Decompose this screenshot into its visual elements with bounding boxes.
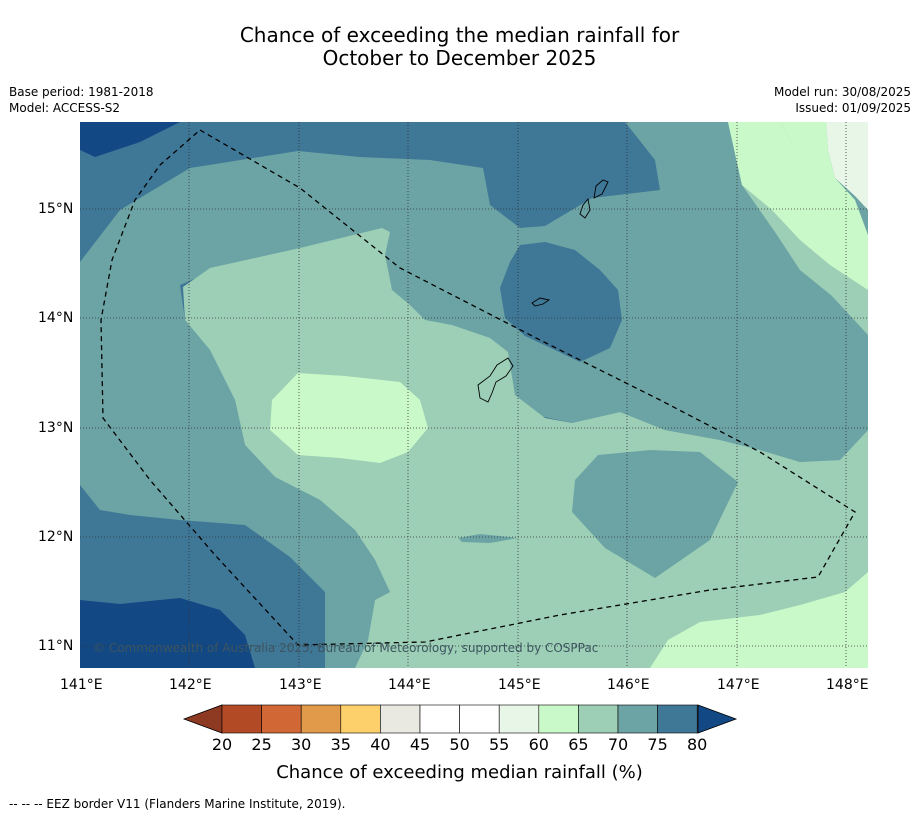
issued-label: Issued: 01/09/2025 [795,101,911,115]
colorbar-tick-25: 25 [251,735,272,754]
colorbar-tick-50: 50 [449,735,470,754]
eez-border [100,129,856,646]
colorbar [182,704,738,734]
lat-label-14: 14°N [38,310,74,326]
colorbar-segment-55-60 [498,704,540,734]
contour-55-60-east [826,122,868,210]
island-outlines [477,179,609,403]
colorbar-segments [221,704,698,734]
lon-label-146: 146°E [607,677,650,693]
guam-island [477,357,514,403]
lat-label-15: 15°N [38,201,74,217]
graticule [80,122,868,668]
contour-65-70-east [672,122,868,335]
lat-label-13: 13°N [38,420,74,436]
lon-label-145: 145°E [498,677,541,693]
colorbar-tick-35: 35 [330,735,351,754]
colorbar-tick-60: 60 [528,735,549,754]
contour-60-65-east-edge [728,122,868,290]
colorbar-tick-45: 45 [409,735,431,754]
colorbar-segment-65-70 [578,704,619,734]
colorbar-tick-80: 80 [687,735,708,754]
colorbar-tick-20: 20 [211,735,233,754]
rota-island [531,297,551,307]
contour-80-plus-north [80,122,180,157]
model-label: Model: ACCESS-S2 [9,101,121,115]
colorbar-low-extension [182,704,223,734]
colorbar-tick-30: 30 [291,735,312,754]
base-period-label: Base period: 1981-2018 [9,85,154,99]
colorbar-segment-50-55 [459,704,500,734]
colorbar-segment-30-35 [300,704,342,734]
eez-legend-note: -- -- -- EEZ border V11 (Flanders Marine… [9,797,346,811]
colorbar-tick-70: 70 [607,735,629,754]
lat-label-11: 11°N [38,638,74,654]
lon-label-143: 143°E [279,677,322,693]
colorbar-title: Chance of exceeding median rainfall (%) [276,762,643,783]
contour-70-75-blob [572,450,738,578]
colorbar-tick-65: 65 [568,735,589,754]
colorbar-segment-35-40 [340,704,381,734]
map-title-line1: Chance of exceeding the median rainfall … [239,23,680,47]
colorbar-tick-55: 55 [489,735,510,754]
map-title-line2: October to December 2025 [322,46,597,70]
copyright-notice: © Commonwealth of Australia 2025, Bureau… [93,641,599,655]
contour-75-80-blob [500,242,622,362]
contour-60-65-southeast [650,572,868,668]
model-run-label: Model run: 30/08/2025 [773,85,911,99]
contour-65-70-central [183,228,868,668]
contour-70-75-sliver [458,534,518,543]
lon-label-142: 142°E [169,677,212,693]
lon-label-141: 141°E [60,677,103,693]
saipan-island [593,179,609,199]
colorbar-tick-75: 75 [647,735,668,754]
colorbar-segment-60-65 [538,704,579,734]
lon-label-147: 147°E [717,677,760,693]
colorbar-segment-20-25 [221,704,262,734]
colorbar-high-extension [697,704,738,734]
colorbar-segment-40-45 [380,704,421,734]
contour-80-plus-south [80,598,255,668]
lon-label-144: 144°E [388,677,431,693]
contour-60-65-central [270,373,428,463]
colorbar-segment-75-80 [657,704,698,734]
tinian-island [579,197,591,219]
colorbar-segment-70-75 [617,704,658,734]
colorbar-segment-45-50 [419,704,460,734]
rainfall-contours [80,122,868,668]
colorbar-tick-40: 40 [370,735,391,754]
colorbar-segment-25-30 [261,704,302,734]
lat-label-12: 12°N [38,529,74,545]
lon-label-148: 148°E [826,677,869,693]
